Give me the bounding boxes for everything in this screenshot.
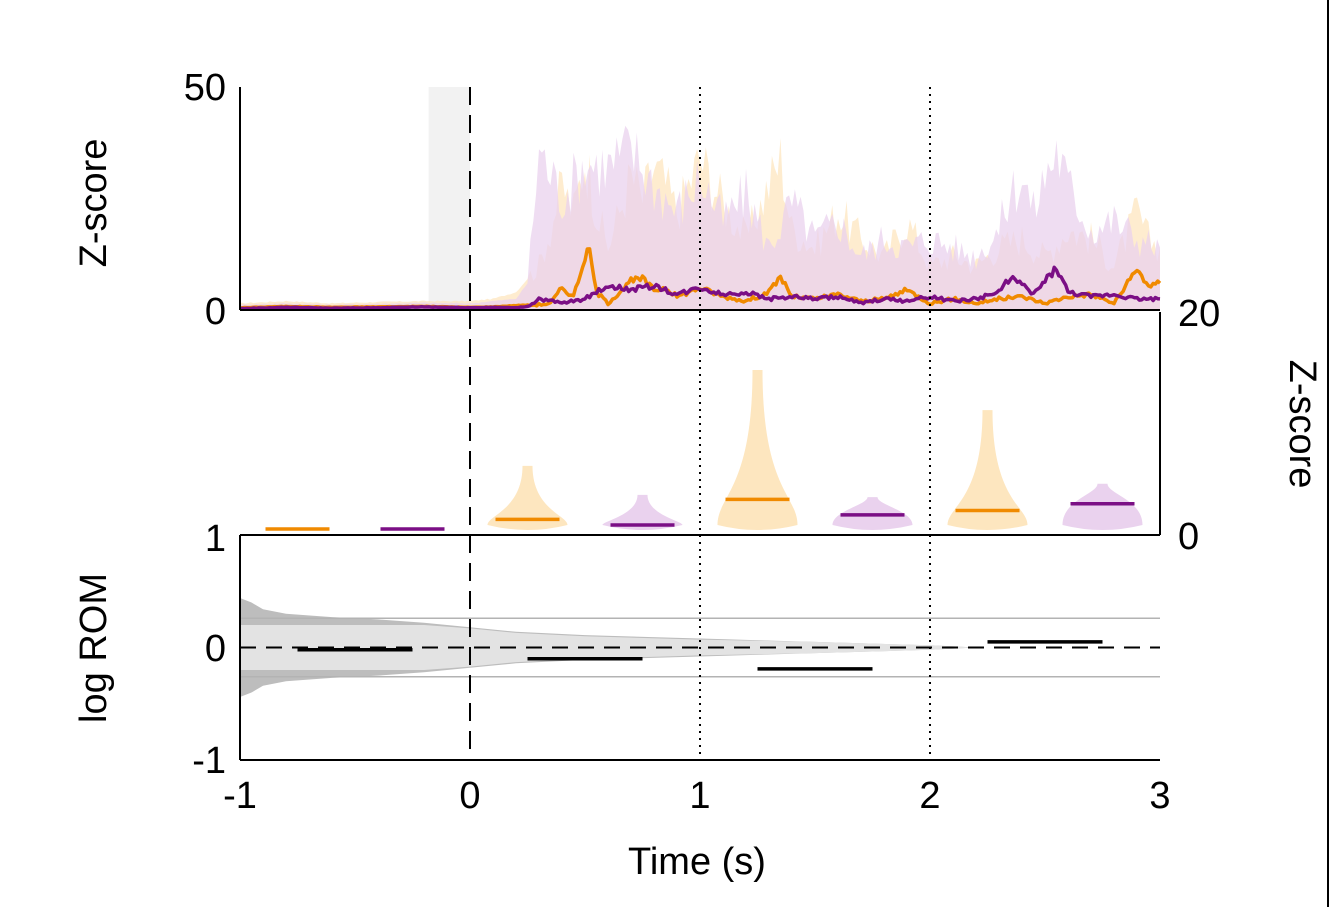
panel3-y-tick-label: 0 (205, 628, 226, 670)
panel3-y-tick-label: 1 (205, 518, 226, 560)
axis-labels: Time (s) Z-score log ROM Z-score (73, 139, 1323, 883)
x-tick-label: 1 (689, 775, 710, 817)
violin-orange-4 (717, 369, 798, 530)
violin-purple-3 (602, 494, 683, 530)
violin-panel (265, 369, 1143, 531)
panel2-y-tick-label: 0 (1178, 516, 1199, 558)
figure-border (1327, 0, 1329, 907)
panel2-y-tick-label: 20 (1178, 293, 1220, 335)
panel1-y-tick-label: 0 (205, 291, 226, 333)
panel1-y-tick-label: 50 (184, 67, 226, 109)
panel3-y-tick-label: -1 (192, 740, 226, 782)
violin-orange-6 (947, 410, 1028, 530)
x-tick-label: 0 (459, 775, 480, 817)
x-tick-label: -1 (223, 775, 257, 817)
time-markers (469, 87, 931, 760)
purple-trace-line (239, 265, 1161, 311)
x-tick-label: 2 (919, 775, 940, 817)
x-tick-label: 3 (1149, 775, 1170, 817)
violin-purple-7 (1062, 483, 1143, 530)
panel3-y-axis-title: log ROM (73, 573, 115, 723)
violin-orange-2 (487, 465, 568, 530)
x-axis-title: Time (s) (628, 841, 766, 883)
axes: -1 0 1 2 3 50 0 20 0 1 0 -1 (184, 67, 1221, 817)
panel2-y-axis-title: Z-score (1281, 360, 1323, 489)
baseline-window-shade (428, 87, 470, 310)
panel1-y-axis-title: Z-score (73, 139, 115, 268)
